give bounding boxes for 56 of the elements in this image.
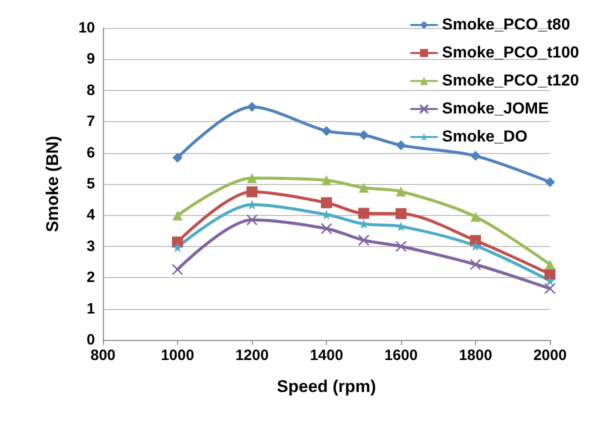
- x-axis-title: Speed (rpm): [276, 377, 376, 396]
- point: [358, 234, 370, 246]
- y-tick-label: 9: [86, 50, 95, 68]
- point: [544, 282, 556, 294]
- x-tick-label: 1600: [384, 347, 418, 364]
- y-tick-label: 1: [86, 300, 95, 318]
- point: [395, 240, 407, 252]
- x-tick-label: 1200: [235, 347, 269, 364]
- y-tick-label: 8: [86, 82, 95, 99]
- point: [172, 264, 184, 276]
- point: [396, 140, 406, 150]
- y-tick-label: 6: [86, 144, 95, 162]
- y-tick-label: 7: [86, 113, 95, 130]
- point: [358, 130, 369, 140]
- x-tick-label: 1400: [310, 347, 344, 364]
- point: [321, 197, 332, 208]
- point: [172, 242, 182, 252]
- point: [396, 221, 406, 232]
- point: [470, 212, 480, 222]
- point: [172, 210, 182, 221]
- y-tick-label: 0: [86, 332, 95, 348]
- point: [320, 222, 332, 234]
- point: [322, 210, 332, 220]
- x-tick-label: 800: [90, 347, 116, 364]
- point: [470, 240, 480, 251]
- y-tick-label: 4: [86, 206, 96, 224]
- point: [470, 150, 480, 161]
- point: [246, 186, 258, 198]
- point: [396, 208, 406, 220]
- y-tick-label: 2: [86, 269, 95, 286]
- point: [545, 276, 555, 286]
- point: [172, 152, 182, 163]
- point: [247, 200, 257, 210]
- legend-label: Smoke_JOME: [442, 100, 550, 118]
- point: [322, 126, 332, 136]
- point: [545, 259, 555, 270]
- y-tick-label: 10: [78, 20, 95, 36]
- point: [545, 177, 555, 188]
- point: [247, 102, 257, 112]
- legend-label: Smoke_PCO_t100: [442, 44, 580, 62]
- point: [247, 173, 257, 184]
- y-tick-label: 5: [86, 176, 95, 192]
- legend-label: Smoke_PCO_t120: [442, 72, 580, 90]
- point: [470, 258, 482, 270]
- y-axis-title: Smoke (BN): [43, 136, 62, 232]
- x-tick-label: 2000: [533, 347, 567, 364]
- point: [322, 175, 332, 186]
- point: [358, 182, 369, 193]
- y-tick-label: 3: [86, 238, 95, 255]
- legend-label: Smoke_DO: [442, 128, 528, 146]
- legend-label: Smoke_PCO_t80: [442, 16, 570, 34]
- point: [246, 214, 258, 226]
- point: [358, 208, 370, 219]
- x-tick-label: 1800: [458, 347, 492, 364]
- x-tick-label: 1000: [160, 347, 194, 364]
- point: [396, 186, 406, 196]
